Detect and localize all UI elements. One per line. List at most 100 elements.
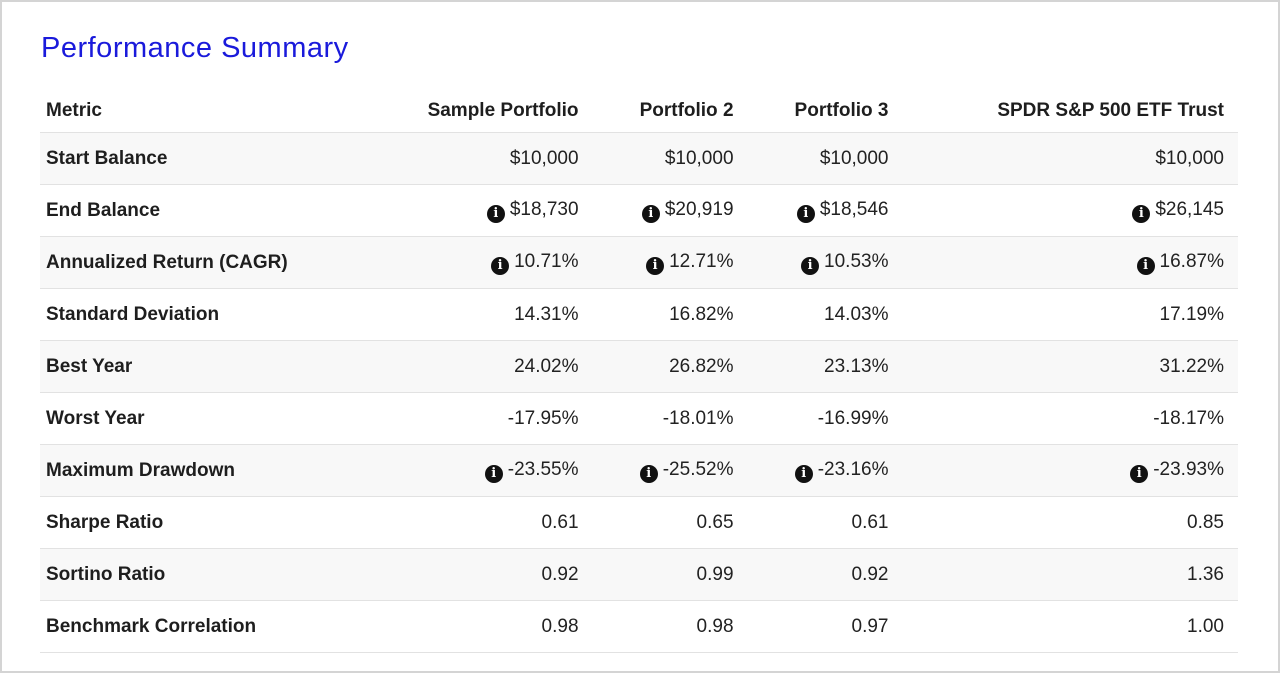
metric-value-cell: -16.99%	[747, 392, 903, 445]
metric-value-cell: -18.17%	[902, 392, 1238, 445]
info-circle-icon[interactable]: i	[641, 204, 660, 223]
metric-value-cell: i 10.53%	[747, 236, 903, 289]
table-row: Benchmark Correlation 0.98 0.98 0.97 1.00	[40, 600, 1238, 653]
metric-value: $10,000	[664, 147, 734, 169]
metric-value-cell: i -23.16%	[747, 444, 903, 497]
metric-label: Sharpe Ratio	[40, 496, 360, 549]
metric-value-cell: 0.92	[747, 548, 903, 601]
metric-value: -23.16%	[817, 458, 889, 480]
column-header-portfolio-3: Portfolio 3	[794, 100, 889, 121]
table-row: Start Balance $10,000 $10,000 $10,000 $10,00…	[40, 132, 1238, 185]
table-row: Best Year 24.02% 26.82% 23.13% 31.22%	[40, 340, 1238, 393]
column-header-sample-portfolio: Sample Portfolio	[427, 100, 579, 121]
metric-value: 1.36	[1187, 563, 1224, 585]
metric-value-cell: 24.02%	[360, 340, 593, 393]
metric-value-cell: -17.95%	[360, 392, 593, 445]
metric-value-cell: $10,000	[747, 132, 903, 185]
info-circle-icon[interactable]: i	[796, 204, 815, 223]
metric-value: 10.71%	[514, 250, 579, 272]
metric-value-cell: $10,000	[902, 132, 1238, 185]
metric-value-cell: i 16.87%	[902, 236, 1238, 289]
metric-label: Benchmark Correlation	[40, 600, 360, 653]
table-row: Standard Deviation 14.31% 16.82% 14.03% 17.1…	[40, 288, 1238, 341]
metric-value: 26.82%	[669, 355, 734, 377]
info-circle-icon[interactable]: i	[794, 464, 813, 483]
table-row: Worst Year -17.95% -18.01% -16.99% -18.17%	[40, 392, 1238, 445]
metric-label: Maximum Drawdown	[40, 444, 360, 497]
table-row: Annualized Return (CAGR) i 10.71% i 12.71% i 1…	[40, 236, 1238, 289]
info-circle-icon[interactable]: i	[1130, 464, 1149, 483]
metric-value-cell: 0.99	[592, 548, 748, 601]
metric-value: 14.31%	[514, 303, 579, 325]
metric-value-cell: $10,000	[360, 132, 593, 185]
table-row: Sortino Ratio 0.92 0.99 0.92 1.36	[40, 548, 1238, 601]
metric-value: 16.87%	[1159, 250, 1224, 272]
table-body: Start Balance $10,000 $10,000 $10,000 $10,00…	[40, 132, 1238, 653]
column-header-metric: Metric	[46, 100, 102, 121]
metric-value-cell: 14.31%	[360, 288, 593, 341]
metric-value-cell: 0.97	[747, 600, 903, 653]
table-row: Sharpe Ratio 0.61 0.65 0.61 0.85	[40, 496, 1238, 549]
metric-value: 0.85	[1187, 511, 1224, 533]
metric-value-cell: i 12.71%	[592, 236, 748, 289]
metric-value: -17.95%	[507, 407, 579, 429]
metric-label: Standard Deviation	[40, 288, 360, 341]
metric-value: 0.98	[541, 615, 579, 637]
metric-value-cell: -18.01%	[592, 392, 748, 445]
page-title: Performance Summary	[41, 32, 349, 64]
metric-value: $26,145	[1155, 198, 1224, 220]
metric-value: $10,000	[1155, 147, 1224, 169]
column-header-portfolio-2: Portfolio 2	[639, 100, 734, 121]
table-row: End Balance i $18,730 i $20,919 i $18,546 i $26,…	[40, 184, 1238, 237]
metric-value-cell: i $18,730	[360, 184, 593, 237]
metric-value-cell: 0.92	[360, 548, 593, 601]
metric-value: 0.92	[541, 563, 579, 585]
metric-value-cell: 1.36	[902, 548, 1238, 601]
metric-value: 16.82%	[669, 303, 734, 325]
metric-value: $20,919	[664, 198, 734, 220]
info-circle-icon[interactable]: i	[1136, 256, 1155, 275]
metric-value: -23.55%	[507, 458, 579, 480]
metric-value: 1.00	[1187, 615, 1224, 637]
metric-value: 12.71%	[669, 250, 734, 272]
metric-value: 0.98	[696, 615, 734, 637]
metric-value-cell: i -25.52%	[592, 444, 748, 497]
info-circle-icon[interactable]: i	[639, 464, 658, 483]
performance-table: Metric Sample Portfolio Portfolio 2 Port…	[40, 90, 1238, 653]
metric-value: -18.17%	[1153, 407, 1224, 429]
metric-label: Worst Year	[40, 392, 360, 445]
metric-value: 0.61	[851, 511, 889, 533]
metric-value-cell: i -23.93%	[902, 444, 1238, 497]
metric-value: 17.19%	[1159, 303, 1224, 325]
info-circle-icon[interactable]: i	[646, 256, 665, 275]
metric-value: $10,000	[509, 147, 579, 169]
metric-value-cell: 31.22%	[902, 340, 1238, 393]
metric-value-cell: i -23.55%	[360, 444, 593, 497]
info-circle-icon[interactable]: i	[1132, 204, 1151, 223]
metric-value: -16.99%	[817, 407, 889, 429]
metric-value-cell: 26.82%	[592, 340, 748, 393]
metric-label: End Balance	[40, 184, 360, 237]
metric-value-cell: 1.00	[902, 600, 1238, 653]
metric-value: $18,546	[819, 198, 889, 220]
info-circle-icon[interactable]: i	[491, 256, 510, 275]
metric-value-cell: 16.82%	[592, 288, 748, 341]
table-row: Maximum Drawdown i -23.55% i -25.52% i -23.16%…	[40, 444, 1238, 497]
info-circle-icon[interactable]: i	[801, 256, 820, 275]
metric-value-cell: i 10.71%	[360, 236, 593, 289]
metric-value-cell: 23.13%	[747, 340, 903, 393]
metric-label: Best Year	[40, 340, 360, 393]
metric-value-cell: 0.85	[902, 496, 1238, 549]
metric-value: 23.13%	[824, 355, 889, 377]
metric-label: Sortino Ratio	[40, 548, 360, 601]
metric-value: 0.92	[851, 563, 889, 585]
info-circle-icon[interactable]: i	[486, 204, 505, 223]
table-header-row: Metric Sample Portfolio Portfolio 2 Port…	[40, 90, 1238, 133]
metric-value-cell: 0.98	[592, 600, 748, 653]
column-header-spdr-sp500: SPDR S&P 500 ETF Trust	[997, 100, 1224, 121]
metric-value-cell: i $18,546	[747, 184, 903, 237]
metric-value-cell: 0.98	[360, 600, 593, 653]
info-circle-icon[interactable]: i	[484, 464, 503, 483]
metric-value: $10,000	[819, 147, 889, 169]
